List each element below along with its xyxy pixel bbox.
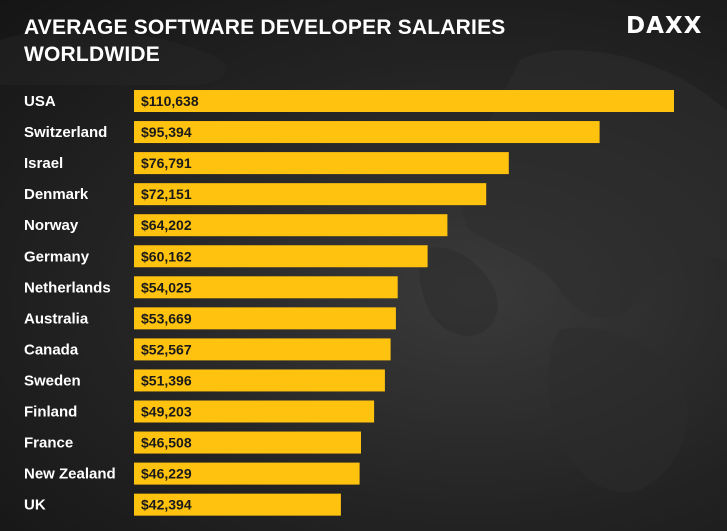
value-label: $52,567 [141,341,192,357]
category-label: USA [24,93,56,110]
bar [134,338,391,361]
daxx-logo: DAXX [626,13,703,39]
value-label: $46,508 [141,435,192,451]
value-label: $64,202 [141,217,192,233]
category-label: Canada [24,341,79,358]
category-label: New Zealand [24,466,116,483]
bar [134,183,487,206]
value-label: $49,203 [141,404,192,420]
bar [134,121,600,144]
bar [134,369,385,392]
category-label: UK [24,497,46,514]
category-label: Switzerland [24,124,107,141]
value-label: $51,396 [141,372,192,388]
value-label: $42,394 [141,497,192,513]
value-label: $54,025 [141,279,192,295]
bar [134,245,428,268]
category-label: Finland [24,404,77,421]
bar [134,400,375,423]
value-label: $53,669 [141,310,192,326]
category-label: Netherlands [24,279,111,296]
category-label: Sweden [24,372,81,389]
value-label: $95,394 [141,124,192,140]
value-label: $72,151 [141,186,192,202]
bar [134,307,396,330]
category-label: Norway [24,217,79,234]
chart-title: AVERAGE SOFTWARE DEVELOPER SALARIES WORL… [24,16,506,66]
value-label: $46,229 [141,466,192,482]
bars-layer: USA $110,638 Switzerland $95,394 Israel $76,7… [24,90,674,516]
value-label: $60,162 [141,248,192,264]
category-label: Australia [24,310,89,327]
value-label: $76,791 [141,155,192,171]
category-label: France [24,435,73,452]
category-label: Israel [24,155,63,172]
bar [134,152,509,175]
category-label: Denmark [24,186,89,203]
bar [134,462,360,485]
value-label: $110,638 [141,93,199,109]
bar [134,214,448,237]
category-label: Germany [24,248,90,265]
bar [134,493,341,516]
bar [134,431,361,454]
bar [134,90,674,112]
bar [134,276,398,299]
